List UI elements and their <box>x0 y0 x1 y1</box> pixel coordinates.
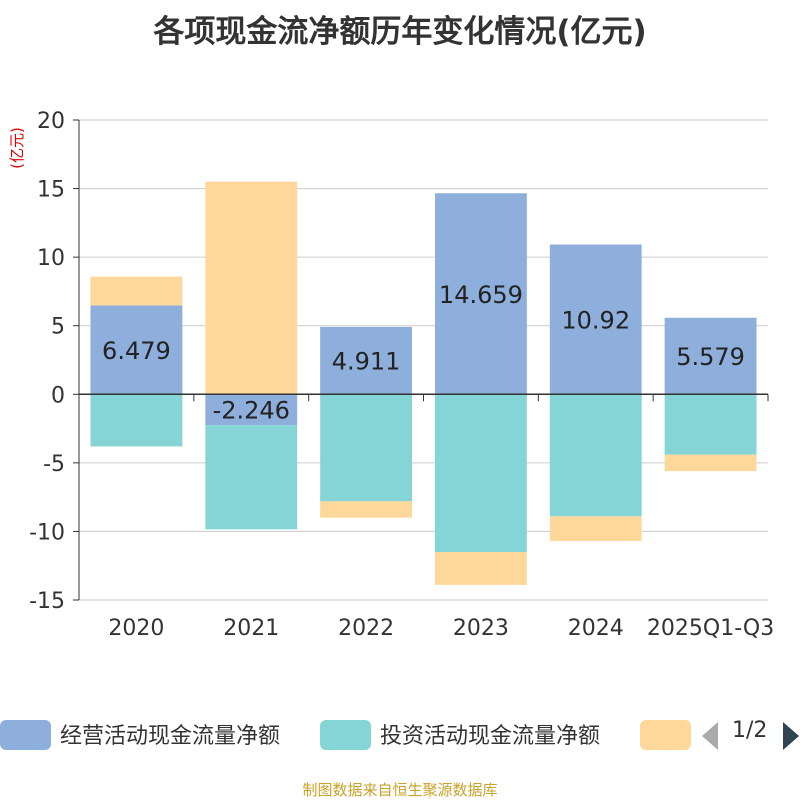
bar-series1-2023 <box>434 193 527 395</box>
legend-label-operating: 经营活动现金流量净额 <box>60 724 281 749</box>
bar-series1-2020 <box>90 305 183 395</box>
legend-label-investing: 投资活动现金流量净额 <box>380 724 601 749</box>
bar-series2-2022 <box>320 394 413 502</box>
legend-next-page-icon[interactable] <box>783 722 799 750</box>
y-tick-label: 15 <box>37 178 65 203</box>
legend-prev-page-icon[interactable] <box>702 722 718 750</box>
y-tick-label: -10 <box>29 520 65 545</box>
y-tick-label: -5 <box>43 452 65 477</box>
y-tick-label: 0 <box>51 383 65 408</box>
source-note: 制图数据来自恒生聚源数据库 <box>302 781 498 799</box>
bar-series2-2020 <box>90 394 183 447</box>
data-label: 6.479 <box>102 337 171 365</box>
legend-swatch-financing <box>640 720 691 750</box>
bar-series3-2020 <box>90 276 183 306</box>
x-tick-label: 2020 <box>108 616 164 641</box>
bar-series1-2024 <box>549 244 642 395</box>
data-label: 4.911 <box>332 348 401 376</box>
bar-series3-2022 <box>320 501 413 518</box>
bar-series3-2025Q1-Q3 <box>664 454 757 472</box>
bar-series3-2024 <box>549 516 642 542</box>
data-label: 5.579 <box>676 343 745 371</box>
bar-series2-2024 <box>549 394 642 517</box>
bar-series2-2023 <box>434 394 527 552</box>
x-tick-label: 2022 <box>338 616 394 641</box>
bar-series3-2021 <box>205 181 298 395</box>
y-tick-label: -15 <box>29 589 65 614</box>
x-tick-label: 2021 <box>223 616 279 641</box>
bar-series1-2025Q1-Q3 <box>664 317 757 395</box>
bar-series2-2025Q1-Q3 <box>664 394 757 455</box>
bar-series1-2022 <box>320 326 413 395</box>
legend: 经营活动现金流量净额 投资活动现金流量净额 <box>0 716 800 754</box>
bar-series1-2021 <box>205 394 298 426</box>
data-label: -2.246 <box>213 397 290 425</box>
y-tick-label: 10 <box>37 246 65 271</box>
x-tick-label: 2025Q1-Q3 <box>647 616 774 641</box>
legend-swatch-operating <box>0 720 51 750</box>
x-tick-label: 2023 <box>453 616 509 641</box>
data-label: 10.92 <box>561 306 630 334</box>
bar-series2-2021 <box>205 425 298 530</box>
legend-page-indicator: 1/2 <box>732 718 768 743</box>
y-tick-label: 20 <box>37 109 65 134</box>
chart-title: 各项现金流净额历年变化情况(亿元) <box>153 14 647 50</box>
y-axis-label: (亿元) <box>8 127 26 169</box>
y-tick-label: 5 <box>51 315 65 340</box>
legend-swatch-investing <box>320 720 371 750</box>
bar-series3-2023 <box>434 552 527 585</box>
x-tick-label: 2024 <box>568 616 624 641</box>
data-label: 14.659 <box>439 281 523 309</box>
